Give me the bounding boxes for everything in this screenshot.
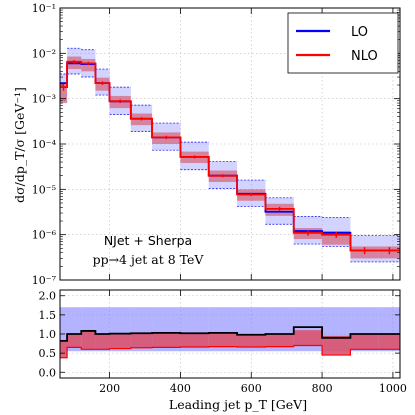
ratio-x-tick-label: 200 bbox=[99, 382, 120, 395]
y-axis-title: dσ/dp_T/σ [GeV⁻¹] bbox=[12, 87, 27, 203]
ratio-nlo-low-edge bbox=[60, 344, 400, 359]
ratio-nlo-band bbox=[95, 334, 110, 350]
ratio-nlo-band bbox=[67, 334, 82, 348]
nlo-band bbox=[81, 58, 96, 72]
ratio-nlo-band bbox=[130, 333, 153, 348]
nlo-line bbox=[60, 60, 400, 252]
ratio-nlo-band bbox=[322, 335, 351, 356]
ratio-y-tick-label: 2.0 bbox=[39, 290, 57, 303]
ratio-y-tick-label: 0.0 bbox=[39, 366, 57, 379]
ratio-nlo-band bbox=[350, 334, 379, 350]
ratio-nlo-band bbox=[265, 334, 294, 347]
legend-label-lo: LO bbox=[351, 25, 368, 40]
main-panel: 10⁻⁷ 10⁻⁶ 10⁻⁵ 10⁻⁴ 10⁻³ 10⁻² 10⁻¹ bbox=[32, 2, 401, 287]
legend: LO NLO bbox=[287, 12, 399, 74]
main-y-tick-label: 10⁻³ bbox=[32, 93, 56, 106]
ratio-x-tick-label: 600 bbox=[241, 382, 262, 395]
main-y-tick-label: 10⁻⁴ bbox=[32, 138, 57, 151]
ratio-y-tick-label: 1.5 bbox=[39, 309, 57, 322]
ratio-nlo-band bbox=[109, 334, 131, 349]
main-plot-area bbox=[60, 8, 400, 280]
ratio-nlo-band bbox=[60, 341, 68, 358]
main-y-tick-label: 10⁻⁷ bbox=[32, 274, 57, 287]
ratio-nlo-band bbox=[152, 333, 181, 348]
ratio-line bbox=[60, 326, 400, 342]
ratio-nlo-band bbox=[237, 334, 266, 348]
ratio-y-tick-label: 1.0 bbox=[39, 328, 57, 341]
ratio-panel: 0.0 0.5 1.0 1.5 2.0 200 400 600 800 1000 bbox=[39, 289, 407, 395]
ratio-x-tick-label: 800 bbox=[312, 382, 333, 395]
ratio-lo-band bbox=[60, 307, 68, 352]
main-y-tick-label: 10⁻¹ bbox=[32, 2, 56, 15]
ratio-nlo-band bbox=[180, 333, 209, 348]
main-y-tick-label: 10⁻⁵ bbox=[32, 183, 56, 196]
ratio-x-tick-label: 400 bbox=[170, 382, 191, 395]
ratio-plot-area bbox=[60, 290, 400, 378]
main-y-tick-label: 10⁻² bbox=[32, 47, 56, 60]
legend-box bbox=[287, 12, 399, 74]
nlo-band bbox=[60, 83, 68, 104]
legend-label-nlo: NLO bbox=[351, 49, 378, 64]
ratio-x-tick-label: 1000 bbox=[379, 382, 407, 395]
x-axis-title: Leading jet p_T [GeV] bbox=[169, 397, 307, 412]
ratio-nlo-band bbox=[293, 330, 323, 346]
ratio-nlo-band bbox=[208, 333, 238, 347]
ratio-nlo-band bbox=[378, 334, 400, 350]
ratio-y-tick-label: 0.5 bbox=[39, 347, 57, 360]
main-y-tick-label: 10⁻⁶ bbox=[32, 229, 57, 242]
annotation-process: pp→4 jet at 8 TeV bbox=[93, 252, 205, 267]
ratio-nlo-band bbox=[81, 331, 96, 350]
annotation-generator: NJet + Sherpa bbox=[104, 233, 192, 248]
